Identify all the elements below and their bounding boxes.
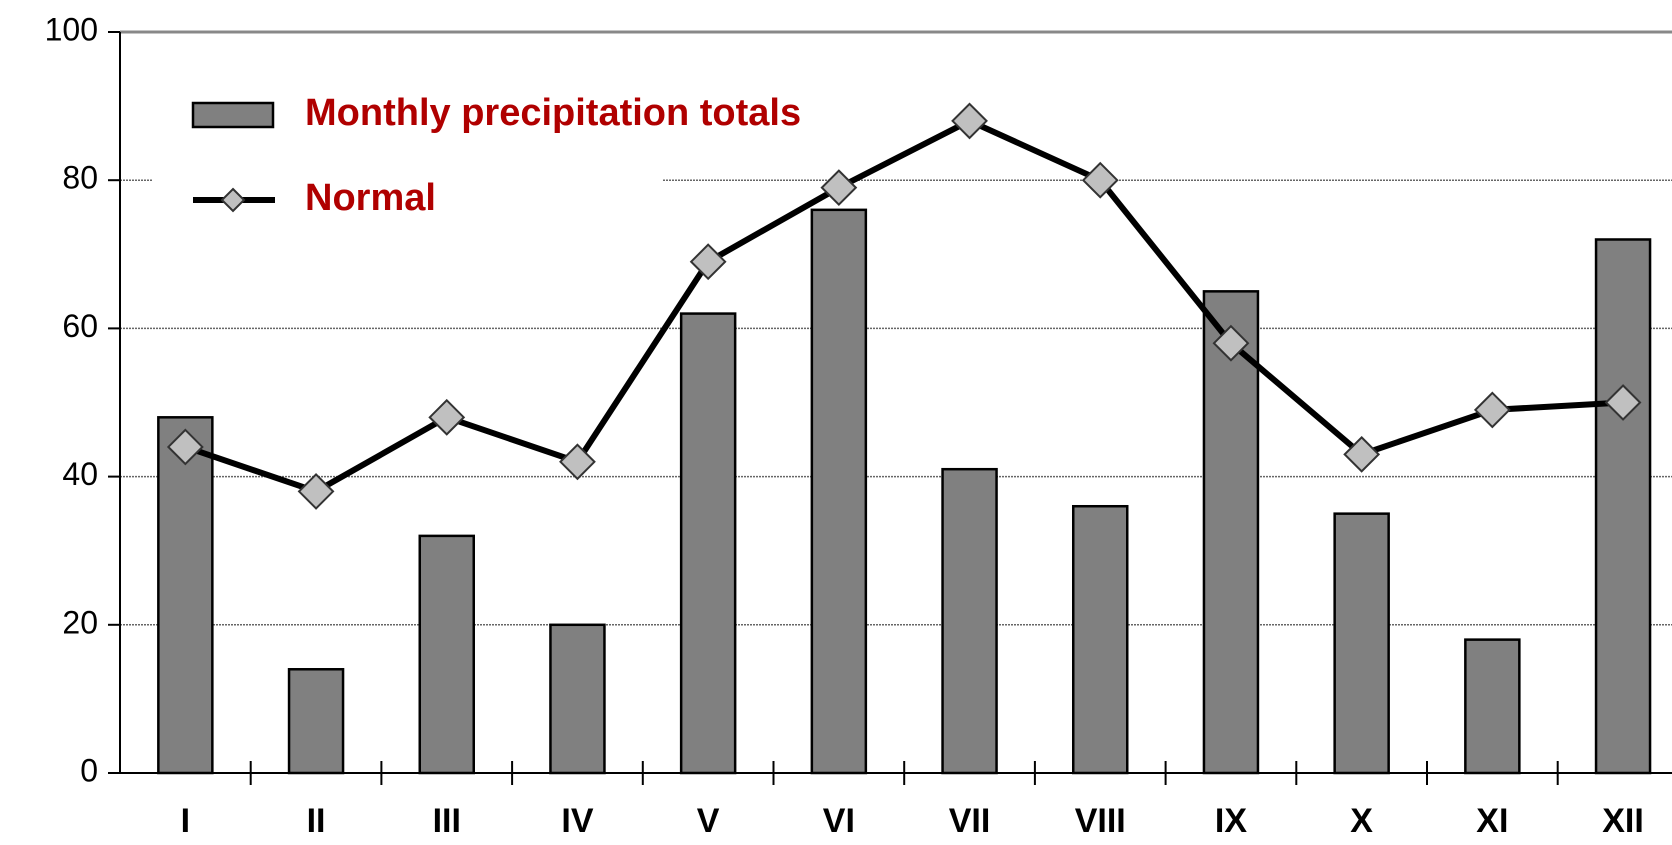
y-tick-label: 100 <box>45 11 98 47</box>
bar <box>157 416 214 775</box>
marker <box>1604 384 1642 421</box>
x-tick-label: XII <box>1602 802 1644 840</box>
legend-marker <box>220 187 246 213</box>
bar <box>1202 290 1260 775</box>
bar <box>679 312 737 775</box>
bar <box>418 534 475 775</box>
bar <box>549 623 606 775</box>
y-tick-label: 40 <box>62 456 98 492</box>
bar <box>287 668 345 775</box>
marker <box>166 428 204 466</box>
marker <box>689 243 727 281</box>
bar <box>1464 638 1521 775</box>
marker <box>1473 391 1511 429</box>
x-tick-label: VIII <box>1075 802 1126 840</box>
marker <box>1343 435 1381 473</box>
bar <box>1072 504 1129 775</box>
marker <box>820 169 858 207</box>
x-tick-label: XI <box>1476 802 1508 840</box>
bar <box>941 467 998 775</box>
legend-label: Normal <box>305 177 436 219</box>
legend-label: Monthly precipitation totals <box>305 92 801 134</box>
marker <box>1081 161 1119 199</box>
bar <box>1333 512 1390 775</box>
y-tick-label: 20 <box>62 604 98 640</box>
marker <box>297 473 335 510</box>
x-tick-label: IX <box>1215 802 1247 840</box>
line <box>184 117 1624 495</box>
y-tick-label: 60 <box>62 308 98 344</box>
marker <box>951 102 988 140</box>
x-tick-label: V <box>697 802 720 840</box>
x-tick-label: IV <box>561 802 593 840</box>
y-tick-label: 80 <box>62 160 98 196</box>
x-tick-label: VII <box>949 802 991 840</box>
bar <box>810 208 868 775</box>
y-tick-label: 0 <box>80 752 98 788</box>
x-tick-label: II <box>307 802 326 840</box>
x-tick-label: VI <box>823 802 855 840</box>
marker <box>559 443 596 481</box>
x-tick-label: X <box>1350 802 1373 840</box>
marker <box>428 398 466 436</box>
x-tick-label: III <box>433 802 461 840</box>
x-tick-label: I <box>181 802 190 840</box>
marker <box>1212 324 1250 362</box>
bar <box>1594 238 1652 775</box>
legend-swatch <box>191 101 275 129</box>
